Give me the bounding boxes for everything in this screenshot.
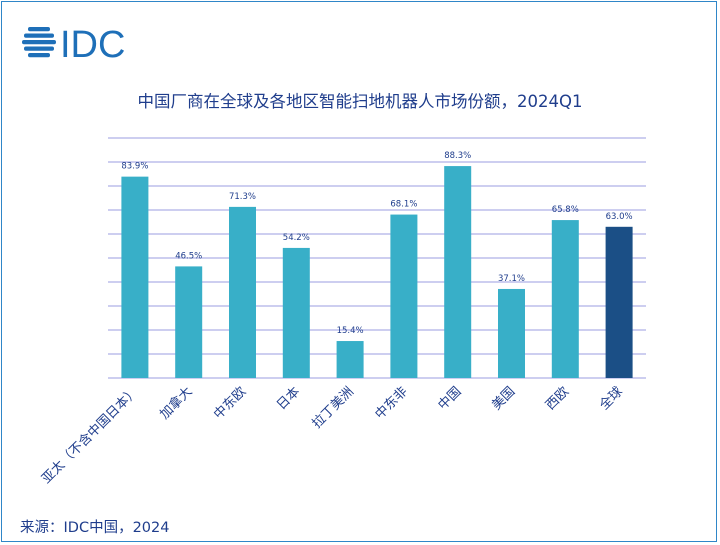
logo-text: IDC [60,24,125,66]
globe-icon [22,27,56,58]
bars [121,166,633,378]
value-label: 54.2% [283,233,310,243]
bar [175,266,203,378]
category-label: 中国 [436,384,465,413]
chart-title: 中国厂商在全球及各地区智能扫地机器人市场份额，2024Q1 [137,92,583,111]
bar [229,206,256,378]
category-label: 美国 [489,384,518,413]
bar [498,288,525,378]
bar [551,220,579,378]
value-label: 83.9% [121,162,148,172]
category-label: 日本 [274,384,303,413]
bar [390,214,418,378]
value-label: 37.1% [498,274,525,284]
category-labels: 亚太（不含中国日本） 加拿大 中东欧 日本 拉丁美洲 中东非 中国 美国 西欧 全球 [38,384,625,487]
category-label: 中东非 [373,384,411,422]
category-label: 拉丁美洲 [310,384,357,431]
category-label: 亚太（不含中国日本） [38,384,141,487]
category-label: 加拿大 [157,384,196,423]
value-label: 46.5% [175,251,202,261]
idc-logo: IDC [22,24,125,66]
value-label: 71.3% [229,192,256,202]
bar [336,341,364,378]
bar [121,176,149,378]
category-label: 全球 [596,384,626,414]
category-label: 中东欧 [211,384,249,422]
source-note: 来源：IDC中国，2024 [20,520,170,536]
value-labels: 83.9% 46.5% 71.3% 54.2% 15.4% 68.1% 88.3% 37.1%… [121,151,632,336]
value-label: 15.4% [337,326,364,336]
value-label: 68.1% [390,200,417,210]
bar [605,226,633,378]
value-label: 65.8% [552,205,579,215]
category-label: 西欧 [543,384,572,413]
value-label: 88.3% [444,151,471,161]
bar [444,166,472,378]
bar [282,247,310,378]
value-label: 63.0% [606,212,633,222]
